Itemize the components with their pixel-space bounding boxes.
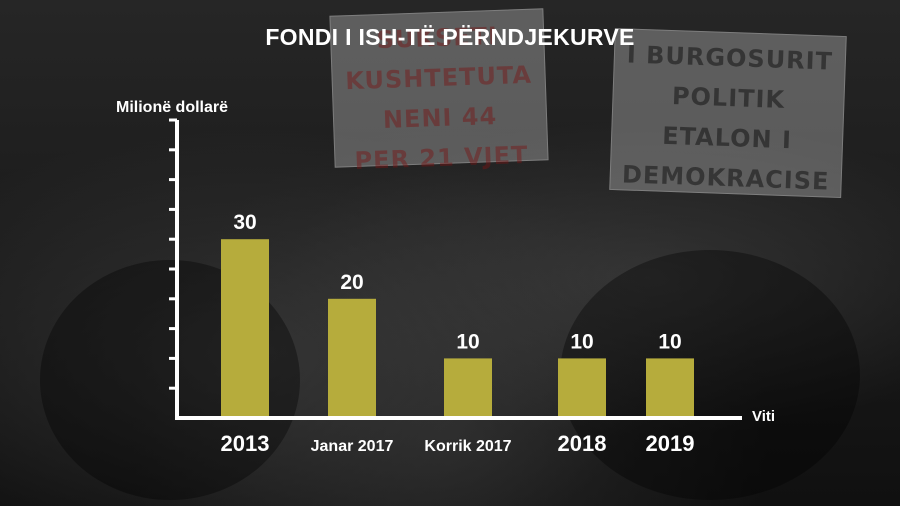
bar-1: [328, 298, 376, 418]
x-tick-label-3: 2018: [558, 431, 607, 456]
y-axis-label: Milionë dollarë: [116, 99, 229, 116]
bar-0: [221, 239, 269, 418]
data-label-0: 30: [233, 211, 256, 234]
data-label-3: 10: [570, 330, 593, 353]
x-tick-label-0: 2013: [221, 431, 270, 456]
bar-3: [558, 358, 606, 418]
x-axis-label: Viti: [752, 408, 776, 425]
bar-2: [444, 358, 492, 418]
data-label-2: 10: [456, 330, 479, 353]
crowd-shadow: [560, 250, 860, 500]
x-tick-label-2: Korrik 2017: [424, 438, 511, 455]
data-label-4: 10: [658, 330, 681, 353]
x-tick-label-1: Janar 2017: [311, 438, 394, 455]
bar-4: [646, 358, 694, 418]
chart-title: FONDI I ISH-TË PËRNDJEKURVE: [265, 24, 635, 50]
x-tick-label-4: 2019: [646, 431, 695, 456]
data-label-1: 20: [340, 271, 363, 294]
